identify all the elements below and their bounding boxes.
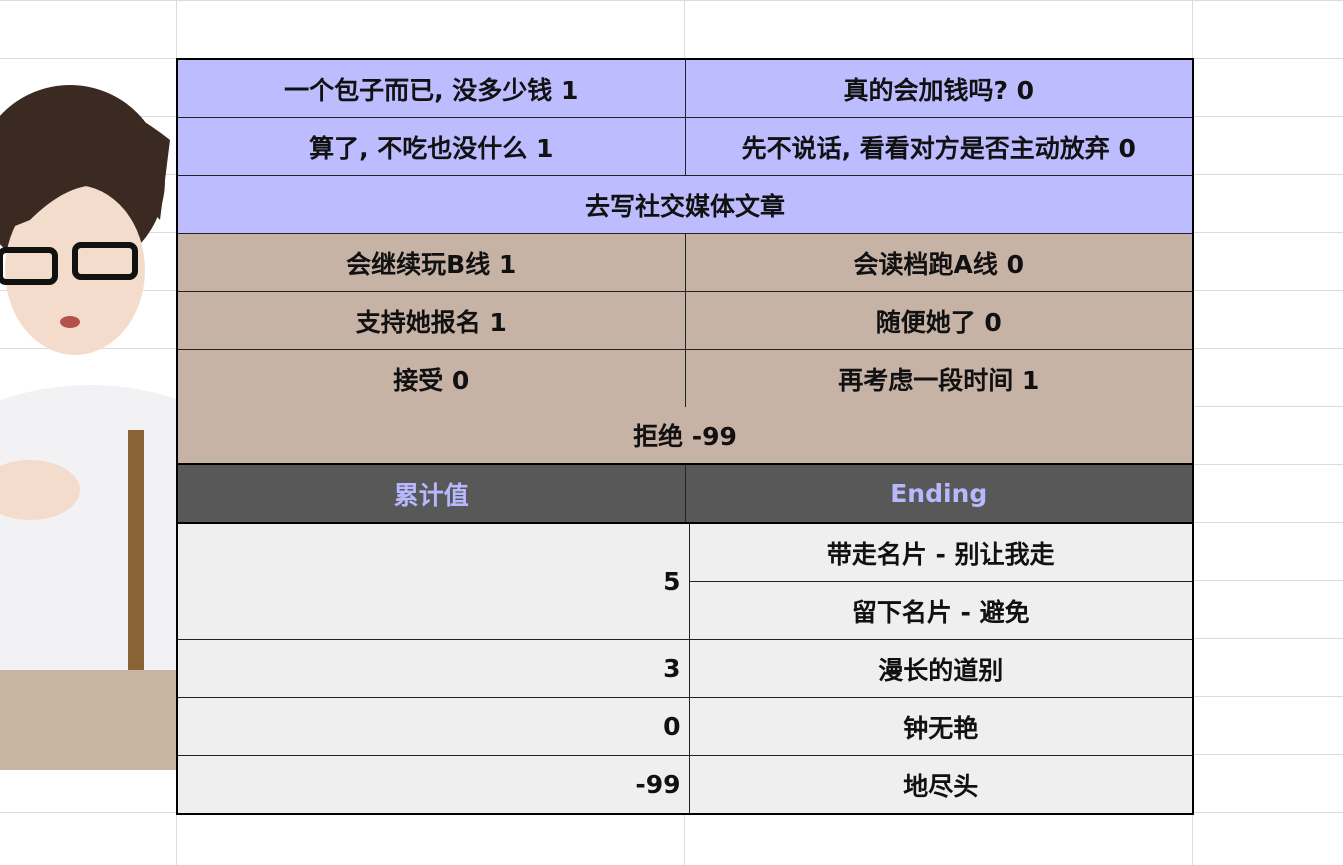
table-row: 5 带走名片 - 别让我走 留下名片 - 避免 [178,524,1192,640]
value-cell: 0 [663,712,681,741]
choice-cell: 再考虑一段时间 1 [684,350,1193,407]
table-row: 去写社交媒体文章 [178,176,1192,234]
ending-cell: 带走名片 - 别让我走 [689,524,1192,582]
choice-cell: 随便她了 0 [684,292,1193,349]
table-row: 接受 0 再考虑一段时间 1 [178,350,1192,407]
ending-cell: 地尽头 [688,756,1193,813]
choice-cell: 算了, 不吃也没什么 1 [309,133,554,163]
character-illustration [0,85,180,770]
header-cumulative: 累计值 [393,480,469,510]
table-row: 支持她报名 1 随便她了 0 [178,292,1192,350]
value-cell: 3 [663,654,681,683]
header-row: 累计值 Ending [178,465,1192,524]
table-row: 算了, 不吃也没什么 1 先不说话, 看看对方是否主动放弃 0 [178,118,1192,176]
ending-cell: 留下名片 - 避免 [851,597,1030,627]
ending-group: 带走名片 - 别让我走 留下名片 - 避免 [688,524,1192,639]
ending-cell: 钟无艳 [688,698,1193,755]
value-cell: 5 [663,567,681,596]
choice-table: 一个包子而已, 没多少钱 1 真的会加钱吗? 0 算了, 不吃也没什么 1 先不… [176,58,1194,815]
merged-cell: 拒绝 -99 [633,422,737,451]
table-row: 0 钟无艳 [178,698,1192,756]
value-cell: -99 [635,770,681,799]
choice-cell: 接受 0 [393,365,470,395]
table-row: 一个包子而已, 没多少钱 1 真的会加钱吗? 0 [178,60,1192,118]
header-ending: Ending [684,465,1193,522]
choice-cell: 真的会加钱吗? 0 [684,60,1193,117]
choice-cell: 会读档跑A线 0 [684,234,1193,291]
merged-cell: 去写社交媒体文章 [584,191,785,221]
table-row: 3 漫长的道别 [178,640,1192,698]
choice-cell: 会继续玩B线 1 [346,249,517,279]
table-row: 拒绝 -99 [178,407,1192,465]
choice-cell: 先不说话, 看看对方是否主动放弃 0 [684,118,1193,175]
choice-cell: 一个包子而已, 没多少钱 1 [284,75,579,105]
table-row: -99 地尽头 [178,756,1192,813]
choice-cell: 支持她报名 1 [355,307,507,337]
ending-cell: 漫长的道别 [688,640,1193,697]
table-row: 会继续玩B线 1 会读档跑A线 0 [178,234,1192,292]
